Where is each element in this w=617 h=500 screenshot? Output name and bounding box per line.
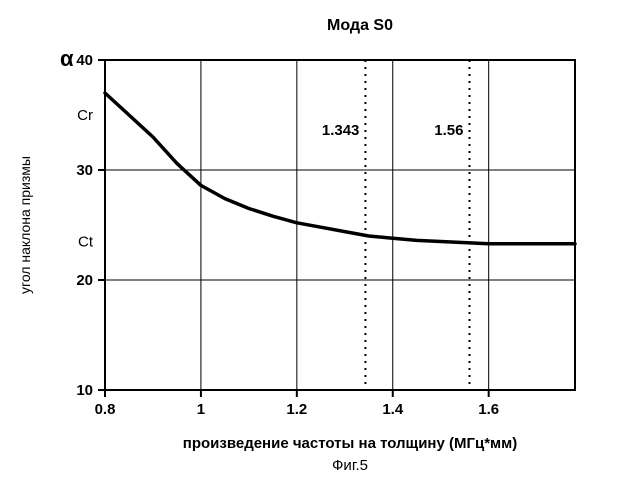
ytick-label: 40 (76, 52, 93, 69)
chart-title: Мода S0 (327, 17, 393, 34)
reference-vline-label: 1.56 (434, 122, 463, 139)
xtick-label: 1.6 (478, 401, 499, 418)
xtick-label: 1.4 (382, 401, 404, 418)
ytick-label: 20 (76, 272, 93, 289)
xtick-label: 1 (197, 401, 205, 418)
xtick-label: 1.2 (286, 401, 307, 418)
ytick-extra-label: Ct (78, 234, 94, 251)
reference-vline-label: 1.343 (322, 122, 360, 139)
ytick-label: 30 (76, 162, 93, 179)
ytick-label: 10 (76, 382, 93, 399)
alpha-symbol: α (60, 46, 74, 71)
x-axis-label: произведение частоты на толщину (МГц*мм) (183, 435, 517, 452)
y-axis-label: угол наклона призмы (17, 156, 33, 294)
xtick-label: 0.8 (95, 401, 116, 418)
ytick-extra-label: Cr (77, 107, 93, 124)
figure-label: Фиг.5 (332, 457, 368, 474)
chart-svg: 0.8 1 1.2 1.4 1.6 10 20 30 40 Cr Ct 1.343 1.56 Мода S… (0, 0, 617, 500)
